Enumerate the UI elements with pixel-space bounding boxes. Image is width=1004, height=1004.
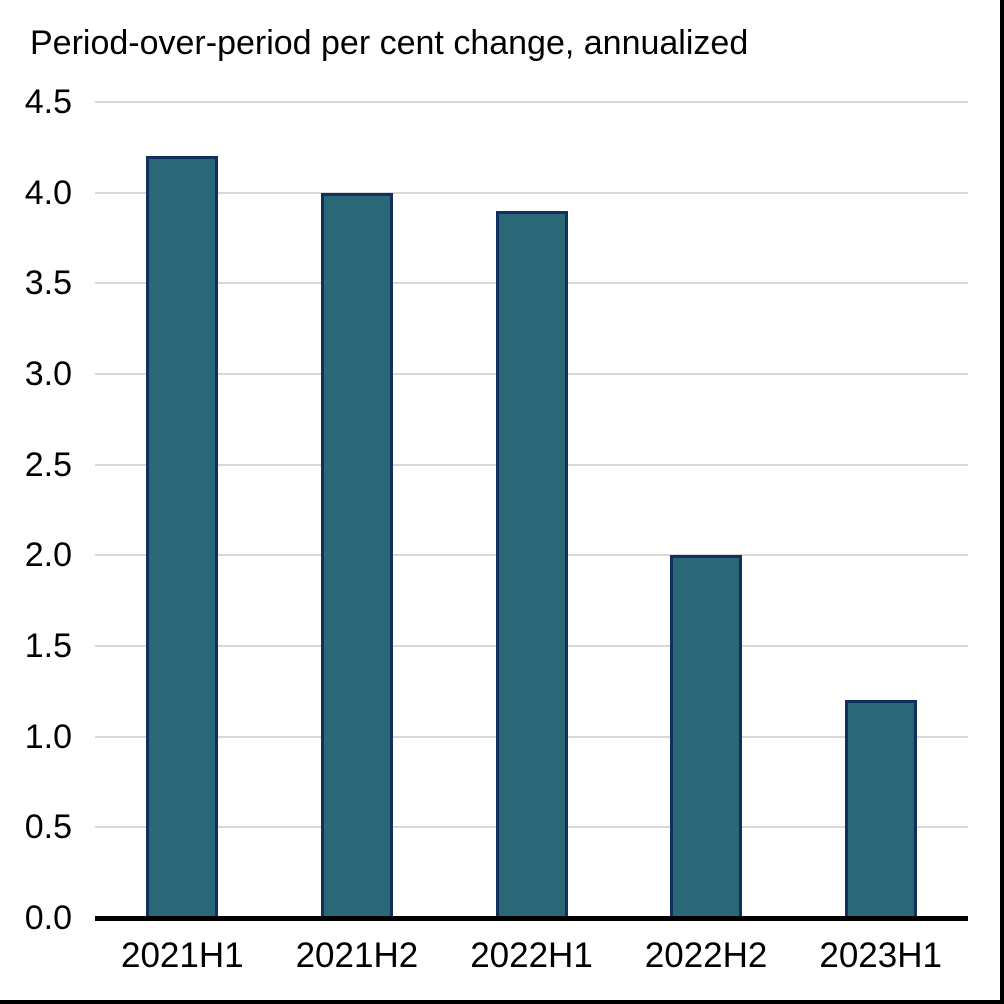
y-tick-label: 3.0 bbox=[24, 355, 72, 393]
gridline bbox=[95, 101, 968, 103]
y-tick-label: 0.5 bbox=[24, 808, 72, 847]
y-tick-label: 4.0 bbox=[24, 173, 72, 212]
y-tick-label: 1.0 bbox=[24, 717, 72, 756]
x-axis-line bbox=[95, 916, 968, 921]
x-tick-label: 2021H2 bbox=[295, 936, 419, 975]
y-tick-label: 2.0 bbox=[24, 536, 72, 575]
bar-2023H1 bbox=[844, 700, 917, 918]
x-tick-label: 2022H2 bbox=[644, 936, 768, 975]
x-tick-label: 2021H1 bbox=[120, 936, 244, 975]
x-tick-label: 2023H1 bbox=[819, 936, 942, 975]
y-tick-label: 0.0 bbox=[24, 899, 72, 937]
y-tick-label: 4.5 bbox=[24, 83, 72, 121]
y-tick-label: 2.5 bbox=[24, 445, 72, 484]
bar-2022H1 bbox=[495, 210, 568, 918]
chart-title: Period-over-period per cent change, annu… bbox=[30, 24, 749, 62]
x-tick-label: 2022H1 bbox=[470, 936, 593, 975]
bar-2021H2 bbox=[320, 192, 393, 918]
bar-2022H2 bbox=[670, 555, 743, 918]
gridline bbox=[95, 191, 968, 194]
y-tick-label: 3.5 bbox=[24, 264, 72, 303]
y-tick-label: 1.5 bbox=[24, 627, 72, 665]
bar-2021H1 bbox=[146, 156, 219, 918]
